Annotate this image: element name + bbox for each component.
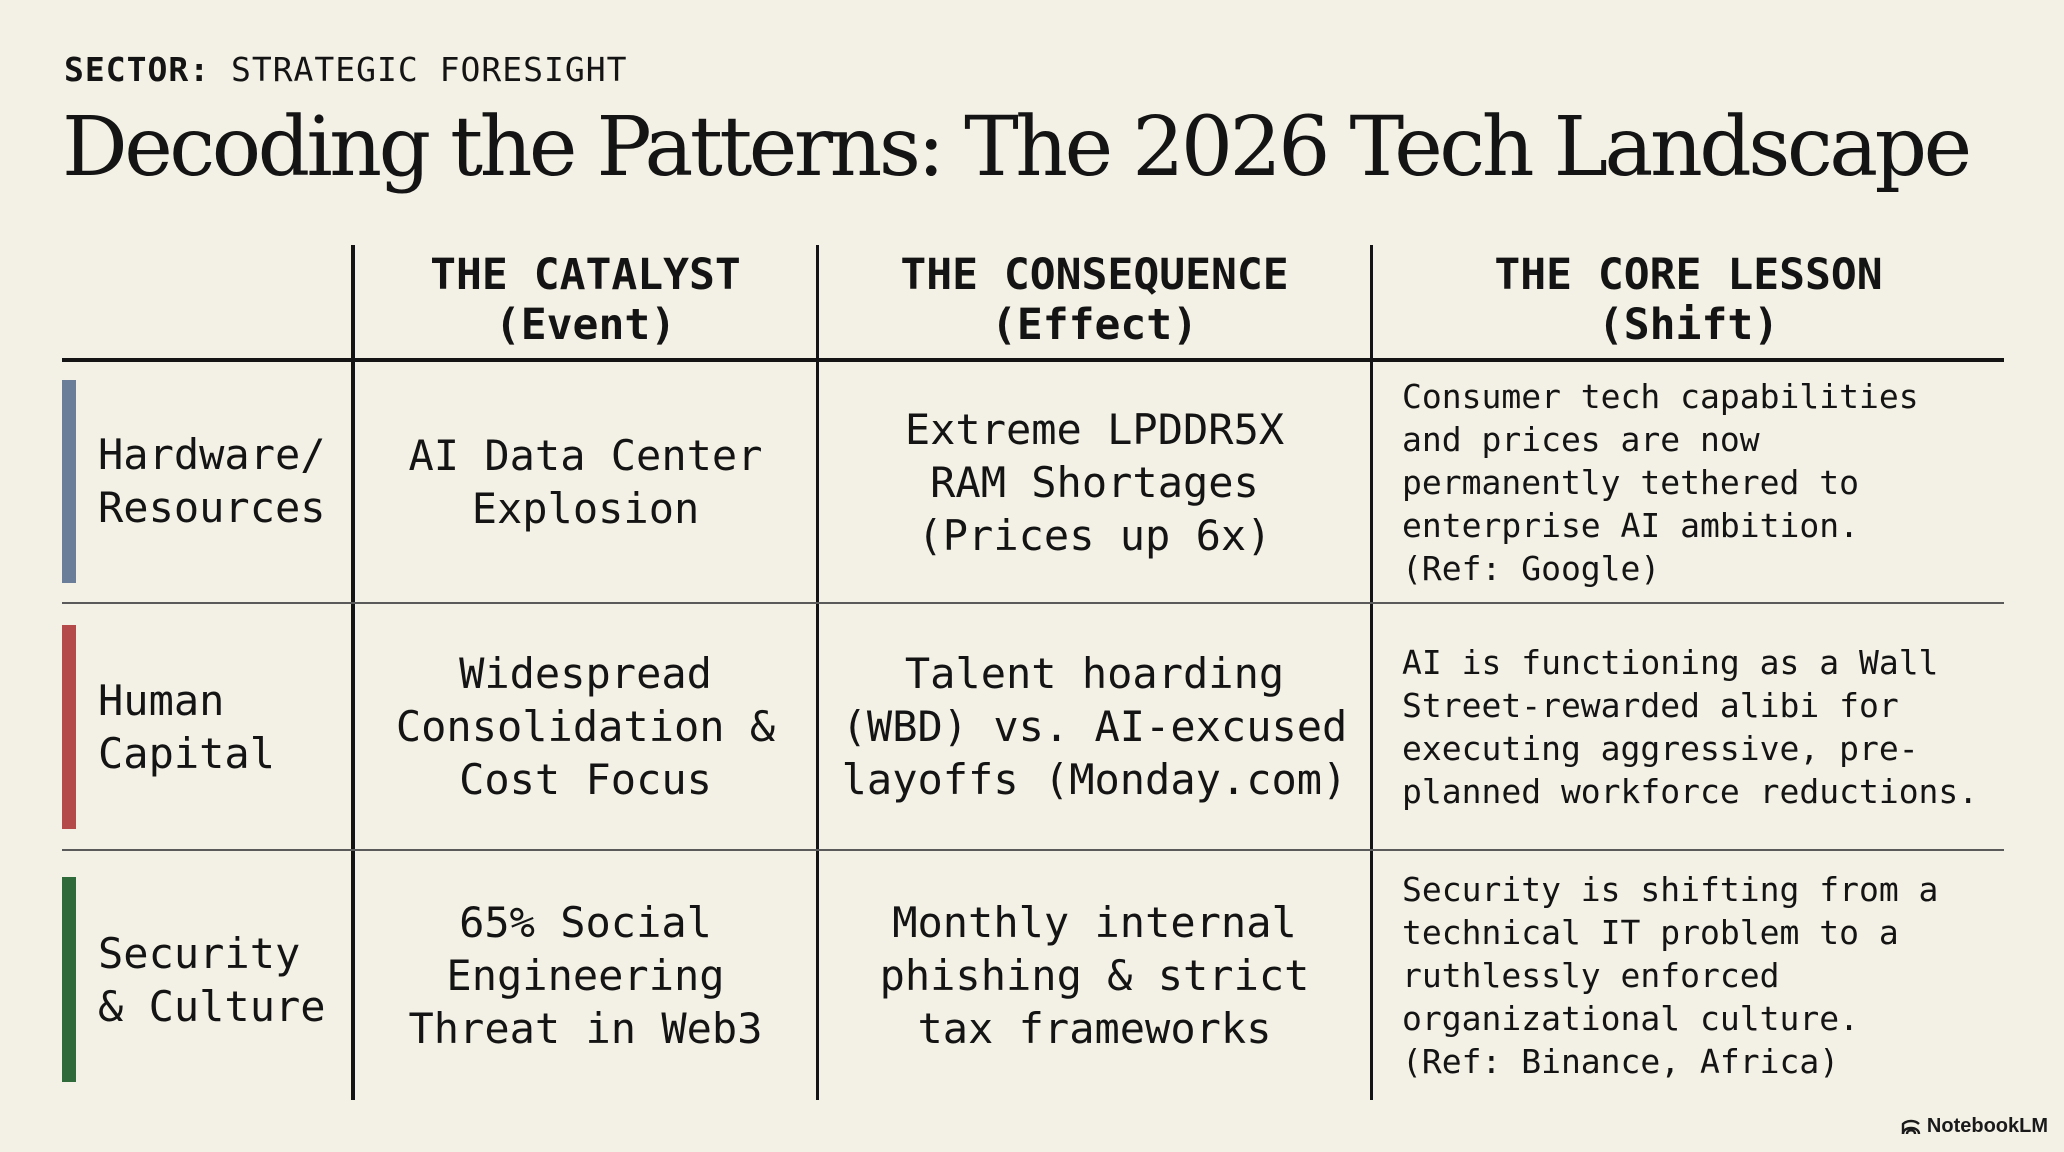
sector-label: SECTOR: (64, 50, 211, 89)
row-accent-bar-hardware (62, 380, 76, 583)
column-header-title: THE CONSEQUENCE (900, 250, 1289, 300)
column-header-catalyst: THE CATALYST (Event) (355, 250, 816, 350)
column-divider (816, 245, 819, 1100)
column-header-subtitle: (Shift) (1597, 300, 1780, 350)
column-header-subtitle: (Event) (494, 300, 677, 350)
row-label-hardware: Hardware/ Resources (98, 430, 326, 532)
lesson-cell-human-capital: AI is functioning as a Wall Street-rewar… (1402, 642, 1979, 811)
row-accent-bar-human-capital (62, 625, 76, 829)
consequence-cell-security: Monthly internal phishing & strict tax f… (879, 898, 1310, 1053)
sector-value: STRATEGIC FORESIGHT (230, 50, 628, 89)
row-label-security: Security & Culture (98, 929, 326, 1031)
notebooklm-logo-icon (1901, 1119, 1921, 1134)
sector-tag: SECTOR: STRATEGIC FORESIGHT (64, 50, 627, 89)
row-divider (62, 602, 2004, 604)
lesson-cell-hardware: Consumer tech capabilities and prices ar… (1402, 376, 1919, 588)
catalyst-cell-hardware: AI Data Center Explosion (408, 431, 763, 533)
column-header-title: THE CATALYST (430, 250, 741, 300)
column-header-subtitle: (Effect) (990, 300, 1199, 350)
consequence-cell-hardware: Extreme LPDDR5X RAM Shortages (Prices up… (904, 404, 1285, 560)
page-title: Decoding the Patterns: The 2026 Tech Lan… (62, 100, 1972, 195)
lesson-cell-security: Security is shifting from a technical IT… (1402, 870, 1939, 1081)
catalyst-cell-human-capital: Widespread Consolidation & Cost Focus (395, 649, 776, 804)
column-divider (1370, 245, 1373, 1100)
row-accent-bar-security (62, 877, 76, 1082)
catalyst-cell-security: 65% Social Engineering Threat in Web3 (408, 898, 763, 1053)
comparison-table: THE CATALYST (Event) THE CONSEQUENCE (Ef… (62, 0, 2004, 1152)
header-rule (62, 358, 2004, 362)
notebooklm-watermark: NotebookLM (1901, 1115, 2048, 1138)
column-divider (351, 245, 355, 1100)
column-header-lesson: THE CORE LESSON (Shift) (1373, 250, 2004, 350)
brand-name: NotebookLM (1926, 1115, 2048, 1137)
row-label-human-capital: Human Capital (98, 676, 276, 778)
row-divider (62, 849, 2004, 851)
column-header-consequence: THE CONSEQUENCE (Effect) (819, 250, 1370, 350)
consequence-cell-human-capital: Talent hoarding (WBD) vs. AI-excused lay… (841, 649, 1348, 804)
column-header-title: THE CORE LESSON (1494, 250, 1883, 300)
